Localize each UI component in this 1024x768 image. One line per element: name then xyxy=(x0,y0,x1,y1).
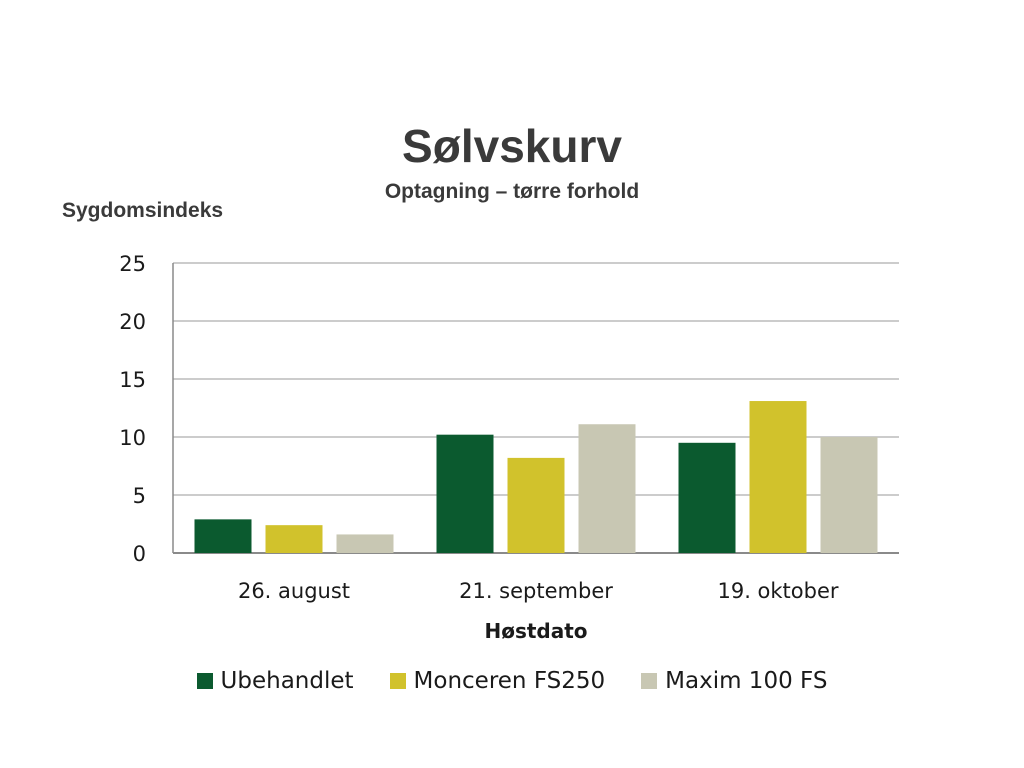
legend: Ubehandlet Monceren FS250 Maxim 100 FS xyxy=(0,668,1024,694)
y-tick-label: 5 xyxy=(133,484,146,508)
legend-item: Monceren FS250 xyxy=(389,668,606,694)
legend-swatch xyxy=(389,673,406,689)
y-tick-label: 10 xyxy=(119,426,146,450)
legend-label: Ubehandlet xyxy=(220,668,354,694)
bar xyxy=(336,534,394,553)
chart-subtitle: Optagning – tørre forhold xyxy=(384,180,640,203)
bar xyxy=(436,434,494,553)
y-axis-label: Sygdomsindeks xyxy=(62,199,224,222)
legend-swatch xyxy=(641,673,658,689)
chart-title: Sølvskurv xyxy=(402,120,622,172)
y-tick-label: 15 xyxy=(119,368,146,392)
bar xyxy=(194,519,252,553)
x-axis-label: Høstdato xyxy=(484,619,587,643)
bar xyxy=(507,457,565,553)
legend-item: Ubehandlet xyxy=(196,668,354,694)
legend-label: Monceren FS250 xyxy=(413,668,606,694)
x-tick-label: 26. august xyxy=(238,579,350,603)
y-tick-label: 20 xyxy=(119,310,146,334)
bar xyxy=(265,525,323,553)
bar xyxy=(678,442,736,553)
legend-item: Maxim 100 FS xyxy=(641,668,827,694)
bar xyxy=(820,437,878,553)
y-tick-label: 25 xyxy=(119,252,146,276)
legend-label: Maxim 100 FS xyxy=(665,668,828,694)
bar xyxy=(578,424,636,553)
legend-swatch xyxy=(196,673,213,689)
y-tick-label: 0 xyxy=(133,542,146,566)
x-tick-label: 21. september xyxy=(459,579,613,603)
x-tick-label: 19. oktober xyxy=(717,579,838,603)
bar xyxy=(749,401,807,553)
